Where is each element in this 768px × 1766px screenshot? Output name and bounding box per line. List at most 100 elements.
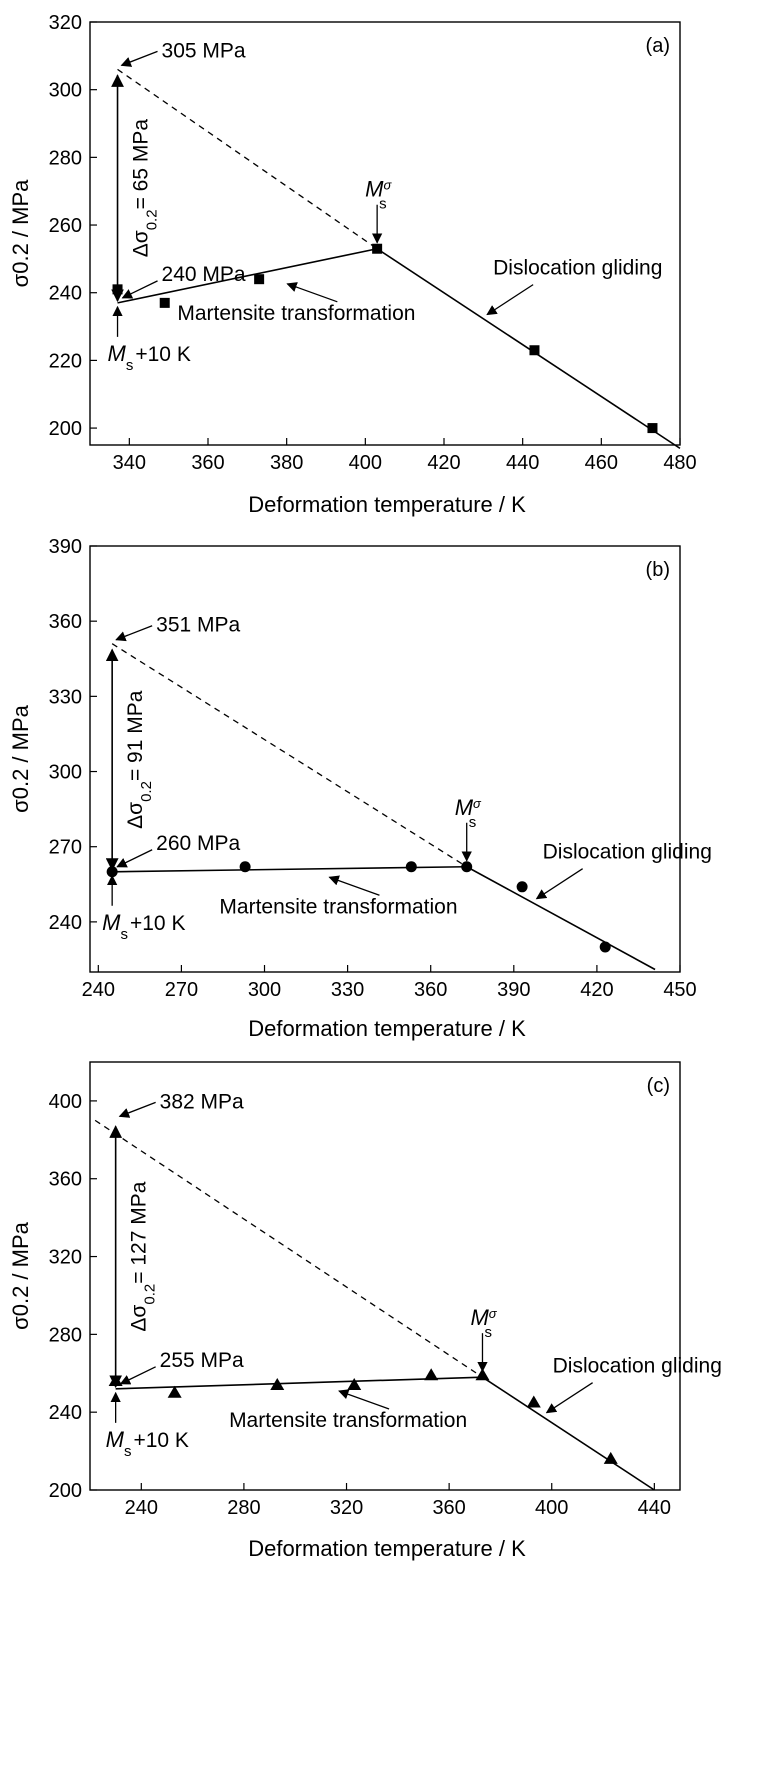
martensite-pointer	[328, 875, 380, 896]
ms-subscript: s	[126, 356, 133, 373]
panel-b: 240 270 300 330 360 390 420 450 240 270 300 330 360 3…	[8, 536, 712, 1041]
dislocation-fit-line	[466, 866, 656, 971]
y-tick-label: 390	[49, 536, 82, 558]
x-tick-label: 240	[82, 979, 115, 1001]
ms-sigma-subscript: s	[484, 1324, 492, 1341]
martensite-pointer	[338, 1389, 390, 1410]
data-point	[647, 423, 658, 434]
lower-value-label: 240 MPa	[162, 263, 246, 286]
panel-label: (b)	[646, 559, 670, 581]
upper-value-pointer	[120, 50, 158, 67]
martensite-label: Martensite transformation	[229, 1409, 467, 1432]
y-tick-label: 280	[49, 147, 82, 169]
ms-sigma-subscript: s	[469, 814, 477, 831]
ms-label: Ms+10 K	[106, 1427, 189, 1460]
y-tick-label: 280	[49, 1324, 82, 1346]
ms-sigma-label: Mσ s	[365, 177, 392, 213]
x-axis-label: Deformation temperature / K	[248, 492, 526, 517]
y-tick-label: 360	[49, 611, 82, 633]
y-tick-label: 300	[49, 762, 82, 784]
y-tick-label: 200	[49, 1480, 82, 1502]
x-tick-label: 360	[432, 1497, 465, 1519]
dislocation-pointer	[545, 1382, 593, 1414]
ms-subscript: s	[120, 925, 128, 942]
data-point	[475, 1368, 490, 1381]
data-point	[372, 243, 383, 254]
data-point	[516, 881, 528, 893]
data-point	[405, 861, 417, 873]
y-tick-label: 330	[49, 686, 82, 708]
ms-label: Ms+10 K	[102, 910, 185, 943]
y-axis-label: σ0.2 / MPa	[8, 1221, 33, 1329]
y-tick-label: 270	[49, 837, 82, 859]
x-tick-label: 240	[125, 1497, 158, 1519]
x-tick-label: 440	[506, 452, 539, 474]
lower-value-pointer	[116, 849, 153, 868]
martensite-fit-line	[117, 247, 378, 304]
ms-symbol: M	[108, 341, 127, 366]
ms-sigma-subscript: s	[379, 196, 387, 213]
martensite-label: Martensite transformation	[219, 895, 457, 918]
martensite-fit-line	[115, 1376, 483, 1390]
x-tick-label: 330	[331, 979, 364, 1001]
x-tick-label: 420	[427, 452, 460, 474]
x-axis-label: Deformation temperature / K	[248, 1016, 526, 1041]
ms-plus: +10 K	[135, 343, 190, 366]
x-tick-label: 340	[113, 452, 146, 474]
extrapolation-dashed-line	[94, 1119, 483, 1378]
data-point	[424, 1368, 439, 1381]
delta-sigma-label: Δσ0.2= 127 MPa	[128, 1181, 159, 1331]
ms-plus: +10 K	[133, 1429, 188, 1452]
ms-sigma-superscript: σ	[473, 795, 482, 810]
lower-value-pointer	[121, 280, 158, 299]
y-tick-label: 240	[49, 912, 82, 934]
x-tick-label: 360	[191, 452, 224, 474]
delta-sigma-subscript: 0.2	[141, 1284, 158, 1305]
data-point	[159, 297, 170, 308]
dislocation-pointer	[486, 284, 534, 316]
delta-sigma-symbol: Δσ	[128, 1305, 151, 1332]
panel-a: 340 360 380 400 420 440 460 480 200 220 240 260 280 3…	[8, 12, 697, 517]
x-tick-label: 450	[663, 979, 696, 1001]
dislocation-fit-line	[482, 1376, 655, 1491]
plot-frame	[89, 1061, 681, 1491]
panel-c: 240 280 320 360 400 440 200 240 280 320 360 400 Defo…	[8, 1061, 722, 1561]
ms-subscript: s	[124, 1442, 132, 1459]
data-point	[167, 1385, 182, 1398]
lower-value-pointer	[119, 1366, 156, 1385]
x-tick-label: 420	[580, 979, 613, 1001]
lower-value-label: 260 MPa	[156, 832, 240, 855]
data-point	[599, 941, 611, 953]
x-tick-label: 400	[349, 452, 382, 474]
lower-value-label: 255 MPa	[160, 1349, 244, 1372]
data-point	[270, 1377, 285, 1390]
dislocation-label: Dislocation gliding	[553, 1355, 722, 1378]
data-point	[254, 274, 265, 285]
y-tick-label: 400	[49, 1091, 82, 1113]
plot-frame	[89, 545, 681, 973]
ms-sigma-symbol: M	[470, 1305, 489, 1330]
x-tick-label: 380	[270, 452, 303, 474]
x-tick-label: 400	[535, 1497, 568, 1519]
data-point	[526, 1395, 541, 1408]
plot-frame	[89, 21, 681, 446]
ms-sigma-label: Mσ s	[470, 1305, 497, 1341]
x-axis-label: Deformation temperature / K	[248, 1536, 526, 1561]
x-tick-label: 480	[663, 452, 696, 474]
delta-sigma-subscript: 0.2	[143, 209, 160, 230]
ms-sigma-symbol: M	[455, 795, 474, 820]
y-tick-label: 320	[49, 12, 82, 34]
ms-sigma-superscript: σ	[383, 177, 392, 192]
y-tick-label: 320	[49, 1247, 82, 1269]
data-point	[461, 861, 473, 873]
delta-sigma-value: = 127 MPa	[128, 1181, 151, 1283]
panel-label: (a)	[646, 35, 670, 57]
data-point	[603, 1451, 618, 1464]
upper-value-label: 382 MPa	[160, 1090, 244, 1113]
delta-sigma-label: Δσ0.2= 65 MPa	[130, 119, 161, 258]
ms-sigma-symbol: M	[365, 177, 384, 202]
ms-symbol: M	[102, 910, 121, 935]
upper-value-label: 305 MPa	[162, 39, 246, 62]
dislocation-label: Dislocation gliding	[543, 841, 712, 864]
